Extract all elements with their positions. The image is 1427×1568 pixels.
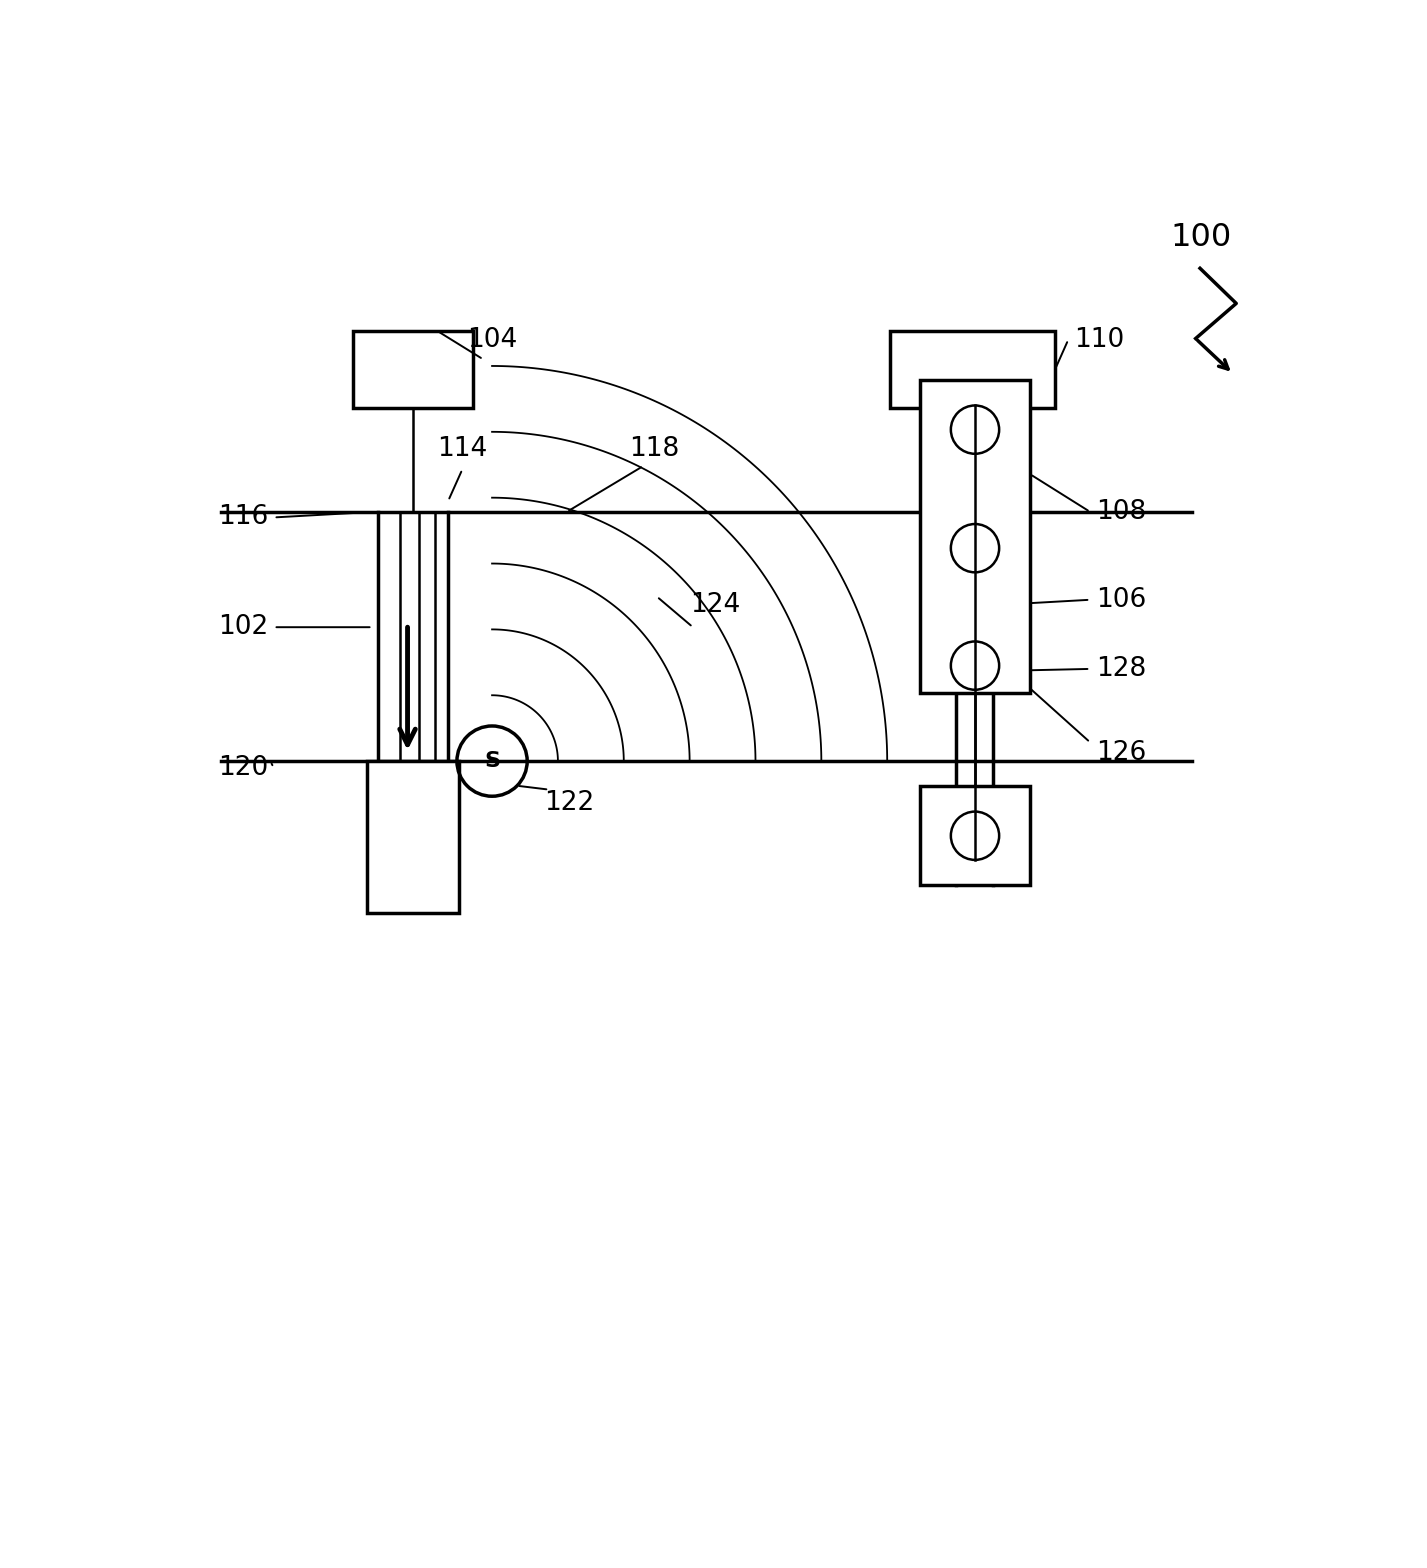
Text: 102: 102 <box>218 615 268 640</box>
Bar <box>352 331 474 408</box>
Text: 106: 106 <box>1096 586 1146 613</box>
Bar <box>367 760 459 913</box>
Bar <box>890 331 1055 408</box>
Text: 104: 104 <box>467 326 517 353</box>
Text: 122: 122 <box>544 790 594 815</box>
Text: 128: 128 <box>1096 655 1146 682</box>
Text: S: S <box>484 751 499 771</box>
Text: 114: 114 <box>437 436 488 463</box>
Text: 108: 108 <box>1096 499 1146 525</box>
Text: 100: 100 <box>1170 223 1232 252</box>
Text: 118: 118 <box>629 436 679 463</box>
Bar <box>920 787 1030 884</box>
Text: 124: 124 <box>689 593 741 618</box>
Bar <box>920 381 1030 693</box>
Text: 110: 110 <box>1075 326 1124 353</box>
Text: 120: 120 <box>218 754 268 781</box>
Text: 116: 116 <box>218 505 268 530</box>
Text: 126: 126 <box>1096 740 1146 767</box>
